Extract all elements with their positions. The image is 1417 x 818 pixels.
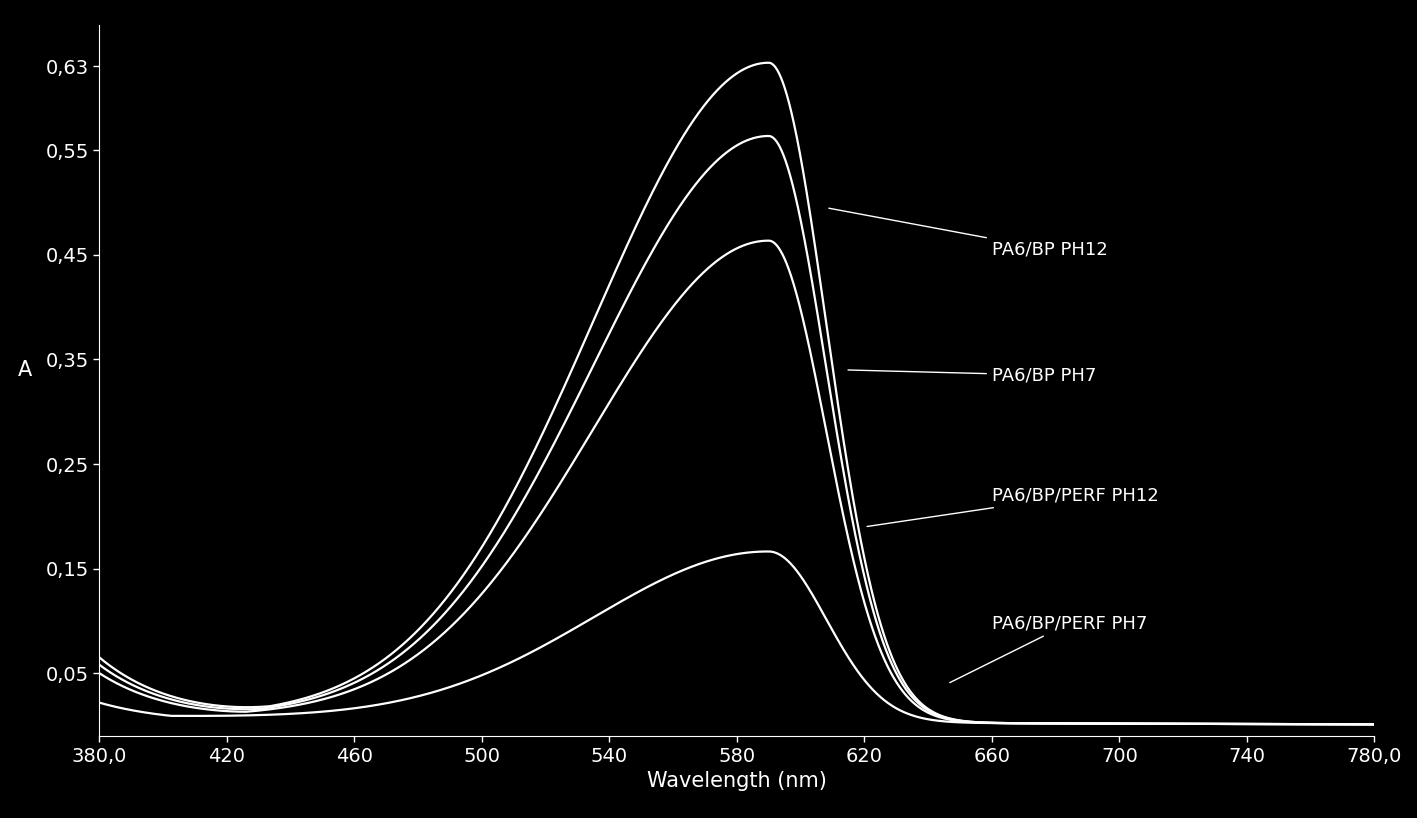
Text: PA6/BP PH7: PA6/BP PH7 [847, 366, 1097, 384]
Y-axis label: A: A [17, 361, 31, 380]
X-axis label: Wavelength (nm): Wavelength (nm) [648, 771, 826, 791]
Text: PA6/BP/PERF PH12: PA6/BP/PERF PH12 [867, 487, 1159, 527]
Text: PA6/BP PH12: PA6/BP PH12 [829, 209, 1108, 258]
Text: PA6/BP/PERF PH7: PA6/BP/PERF PH7 [949, 614, 1148, 683]
